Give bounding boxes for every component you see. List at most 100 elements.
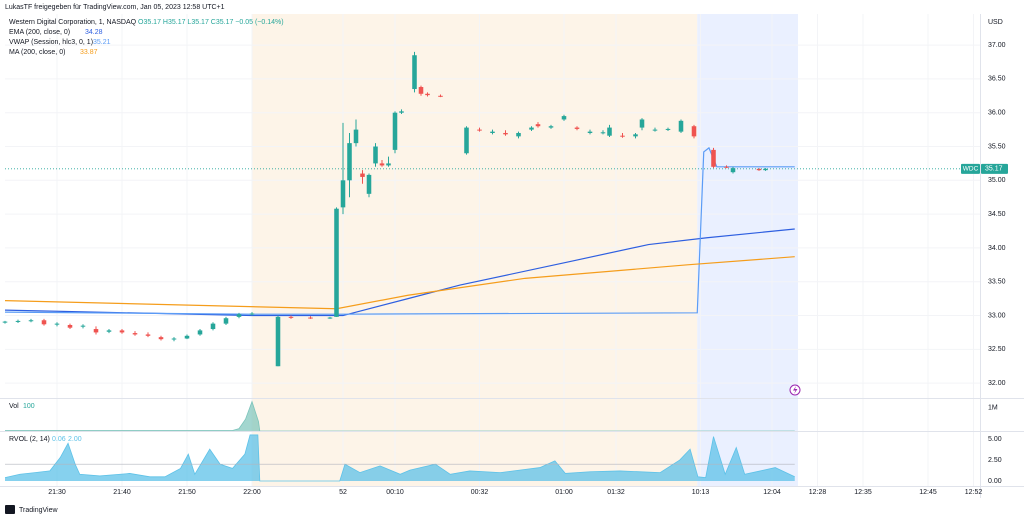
candle-body (93, 329, 99, 333)
candle-body (54, 323, 60, 325)
candle-body (756, 168, 762, 171)
candle-body (665, 128, 671, 130)
candle-body (249, 313, 255, 315)
y-tick-label: 36.00 (988, 110, 1006, 117)
candle-body (418, 87, 424, 94)
indicator-value: 34.28 (85, 29, 103, 36)
candle-body (184, 335, 190, 339)
candle-body (373, 146, 378, 164)
x-tick-label: 12:52 (965, 489, 983, 496)
candle-body (288, 316, 294, 318)
y-tick-label: 34.00 (988, 245, 1006, 252)
rvol-title: RVOL (2, 14) (9, 436, 50, 443)
indicator-name: VWAP (Session, hlc3, 0, 1) (9, 39, 93, 46)
y-tick-label: 0.00 (988, 478, 1002, 485)
y-tick-label: 33.50 (988, 279, 1006, 286)
candle-body (106, 330, 112, 332)
candle-body (392, 112, 398, 150)
y-tick-label: 32.00 (988, 380, 1006, 387)
price-tag-bg (981, 163, 1008, 174)
candle-body (477, 129, 482, 131)
candle-body (724, 166, 729, 168)
candle-body (678, 120, 684, 132)
candle-body (464, 127, 469, 154)
candle-body (327, 317, 333, 319)
candle-body (516, 132, 521, 137)
candle-body (711, 149, 716, 167)
session-band (252, 14, 698, 486)
candle-body (561, 116, 567, 120)
area-line (5, 400, 795, 432)
x-tick-label: 21:40 (113, 489, 131, 496)
candle-body (210, 323, 216, 330)
indicator-name: MA (200, close, 0) (9, 49, 65, 56)
candle-body (360, 173, 365, 177)
volume-title: Vol (9, 403, 19, 410)
marks (2, 51, 980, 482)
y-tick-label: 5.00 (988, 436, 1002, 443)
candle-body (80, 325, 86, 327)
y-tick-label: 37.00 (988, 42, 1006, 49)
candle-body (223, 318, 229, 324)
candle-body (535, 124, 541, 127)
candle-body (412, 55, 417, 90)
area-line (4, 434, 795, 482)
logo (5, 505, 15, 514)
x-tick-label: 21:30 (48, 489, 66, 496)
candle-body (386, 163, 391, 166)
candle-body (763, 168, 768, 171)
candle-body (347, 143, 352, 181)
x-tick-label: 00:32 (471, 489, 489, 496)
candle-body (15, 320, 21, 322)
candle-body (490, 131, 495, 133)
y-tick-label: 1M (988, 404, 998, 411)
x-tick-label: 01:00 (555, 489, 573, 496)
x-tick-label: 01:32 (607, 489, 625, 496)
y-tick-label: 2.50 (988, 457, 1002, 464)
candle-body (548, 126, 554, 128)
candle-body (145, 334, 151, 336)
y-tick-label: 34.50 (988, 211, 1006, 218)
event-icon-glyph (793, 386, 798, 394)
y-tick-label: 35.50 (988, 143, 1006, 150)
candle-body (28, 320, 34, 322)
area-fill (5, 434, 795, 481)
candle-body (639, 119, 645, 128)
candle-body (41, 320, 47, 325)
candle-body (691, 126, 697, 137)
candle-body (730, 168, 736, 173)
candle-body (652, 129, 658, 131)
candle-body (158, 337, 164, 340)
candle-body (119, 330, 125, 333)
x-tick-label: 21:50 (178, 489, 196, 496)
symbol: Western Digital Corporation, 1, NASDAQ (9, 19, 137, 26)
candle-body (236, 314, 242, 317)
candle-body (399, 111, 404, 113)
price-tag: 35.17 (985, 166, 1003, 173)
indicator-line (4, 228, 795, 317)
candle-body (340, 180, 346, 208)
candle-body (275, 316, 281, 367)
session-band (697, 14, 798, 486)
candle-body (353, 129, 359, 144)
candle-body (2, 321, 8, 323)
x-tick-label: 00:10 (386, 489, 404, 496)
y-tick-label: 35.00 (988, 177, 1006, 184)
currency: USD (988, 19, 1003, 26)
candle-body (425, 93, 430, 96)
candle-body (633, 134, 638, 137)
y-tick-label: 32.50 (988, 346, 1006, 353)
indicator-name: EMA (200, close, 0) (9, 29, 70, 36)
grids (5, 14, 980, 486)
candle-body (620, 135, 625, 137)
candle-body (334, 208, 339, 317)
x-tick-label: 12:04 (763, 489, 781, 496)
session-backgrounds (252, 14, 798, 486)
footer-brand: TradingView (19, 507, 58, 514)
rvol-value: 0.06 (52, 436, 66, 443)
candle-body (503, 132, 508, 135)
candle-body (67, 324, 73, 328)
candle-body (171, 338, 177, 340)
candle-body (379, 163, 385, 166)
